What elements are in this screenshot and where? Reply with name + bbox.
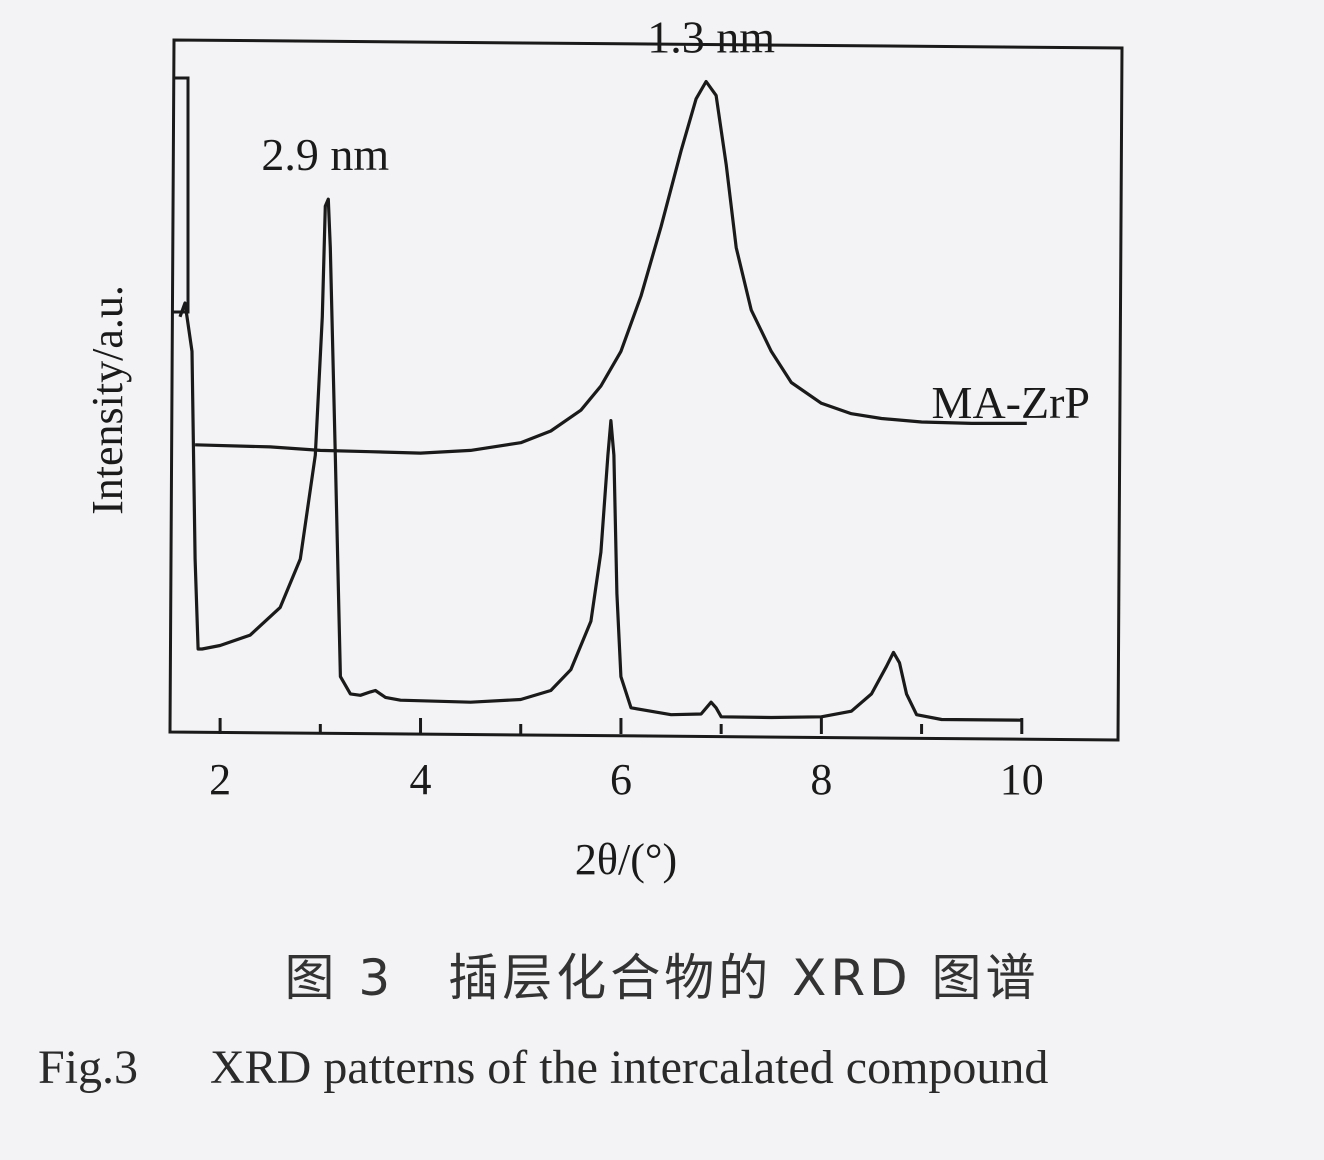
plot-frame (168, 38, 1124, 742)
figure-caption-english: Fig.3 XRD patterns of the intercalated co… (38, 1040, 1048, 1095)
x-tick-label: 8 (810, 755, 832, 804)
chart: 2 4 6 8 10 2.9 nm 1.3 nm MA-ZrP 2θ/(°) Intensity… (83, 12, 1124, 884)
series-line-ma-zrp (195, 79, 1027, 455)
x-axis-title: 2θ/(°) (575, 835, 677, 884)
left-edge-marker (172, 76, 190, 314)
x-tick-label: 6 (610, 755, 632, 804)
x-tick-label: 2 (209, 755, 231, 804)
figure-caption-text: XRD patterns of the intercalated compoun… (210, 1041, 1049, 1094)
y-axis-title: Intensity/a.u. (83, 285, 132, 515)
figure-number: Fig.3 (38, 1041, 139, 1094)
xrd-chart-svg: 2 4 6 8 10 2.9 nm 1.3 nm MA-ZrP 2θ/(°) Intensity… (83, 12, 1124, 884)
figure-caption-chinese: 图 3 插层化合物的 XRD 图谱 (284, 949, 1040, 1007)
series-line-intercalated (178, 197, 1022, 722)
x-tick-label: 10 (1000, 755, 1044, 804)
peak-annotation: 1.3 nm (647, 12, 775, 63)
peak-annotation: 2.9 nm (261, 129, 389, 180)
series-label: MA-ZrP (932, 377, 1090, 428)
x-tick-label: 4 (410, 755, 432, 804)
